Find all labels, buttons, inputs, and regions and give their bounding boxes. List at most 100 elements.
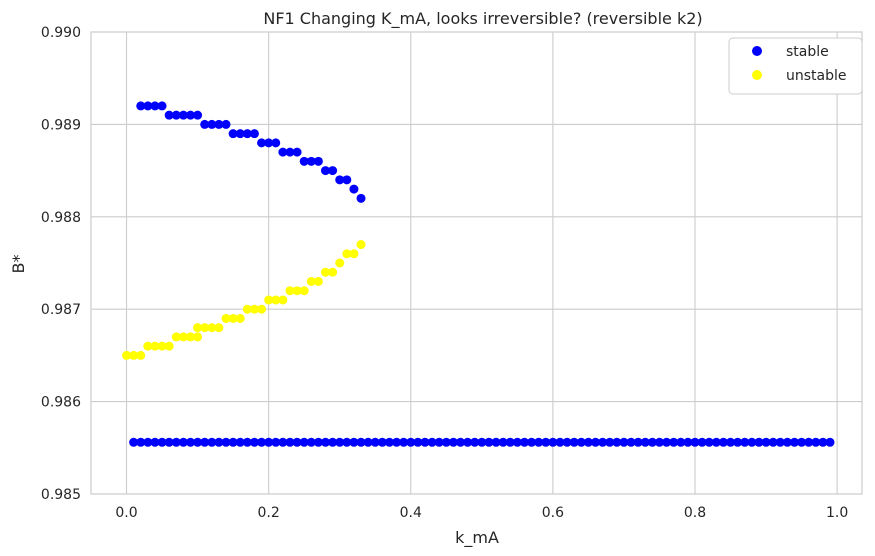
stable-point — [320, 437, 330, 447]
y-axis-label: B* — [9, 255, 28, 274]
unstable-point — [136, 350, 146, 360]
unstable-point — [242, 304, 252, 314]
unstable-point — [129, 350, 139, 360]
tick-labels: 0.0 0.2 0.4 0.6 0.8 1.0 0.985 0.986 0.987 0.988 0.… — [41, 25, 848, 521]
unstable-point — [299, 286, 309, 296]
unstable-point — [249, 304, 259, 314]
stable-point — [662, 437, 672, 447]
stable-point — [157, 437, 167, 447]
stable-point — [598, 437, 608, 447]
stable-point — [562, 437, 572, 447]
stable-point — [292, 437, 302, 447]
stable-point — [704, 437, 714, 447]
legend-label-stable: stable — [786, 44, 829, 60]
stable-point — [804, 437, 814, 447]
stable-point — [768, 437, 778, 447]
stable-point — [228, 129, 238, 139]
stable-point — [242, 437, 252, 447]
stable-point — [569, 437, 579, 447]
stable-point — [669, 437, 679, 447]
stable-point — [612, 437, 622, 447]
legend-marker-stable — [752, 46, 762, 56]
stable-point — [278, 147, 288, 157]
stable-point — [200, 119, 210, 129]
stable-point — [356, 193, 366, 203]
stable-point — [278, 437, 288, 447]
series-stable — [129, 101, 835, 447]
stable-point — [136, 101, 146, 111]
stable-point — [456, 437, 466, 447]
stable-point — [136, 437, 146, 447]
stable-point — [377, 437, 387, 447]
x-tick-label: 1.0 — [826, 505, 848, 521]
stable-point — [249, 129, 259, 139]
stable-point — [235, 129, 245, 139]
y-tick-label: 0.988 — [41, 210, 81, 226]
stable-point — [178, 437, 188, 447]
stable-point — [171, 110, 181, 120]
stable-point — [242, 129, 252, 139]
unstable-point — [264, 295, 274, 305]
stable-point — [349, 184, 359, 194]
stable-point — [164, 437, 174, 447]
unstable-point — [157, 341, 167, 351]
stable-point — [811, 437, 821, 447]
stable-point — [441, 437, 451, 447]
unstable-point — [271, 295, 281, 305]
stable-point — [271, 138, 281, 148]
stable-point — [370, 437, 380, 447]
stable-point — [292, 147, 302, 157]
stable-point — [335, 175, 345, 185]
y-tick-label: 0.987 — [41, 302, 81, 318]
stable-point — [491, 437, 501, 447]
unstable-point — [214, 323, 224, 333]
stable-point — [754, 437, 764, 447]
stable-point — [214, 119, 224, 129]
unstable-point — [257, 304, 267, 314]
stable-point — [306, 156, 316, 166]
stable-point — [448, 437, 458, 447]
stable-point — [434, 437, 444, 447]
stable-point — [555, 437, 565, 447]
stable-point — [420, 437, 430, 447]
stable-point — [185, 110, 195, 120]
stable-point — [825, 437, 835, 447]
x-tick-label: 0.0 — [115, 505, 137, 521]
stable-point — [477, 437, 487, 447]
legend-marker-unstable — [752, 70, 762, 80]
stable-point — [626, 437, 636, 447]
series-unstable — [122, 240, 366, 360]
stable-point — [356, 437, 366, 447]
stable-point — [406, 437, 416, 447]
stable-point — [591, 437, 601, 447]
stable-point — [228, 437, 238, 447]
unstable-point — [171, 332, 181, 342]
stable-point — [548, 437, 558, 447]
unstable-point — [292, 286, 302, 296]
unstable-point — [349, 249, 359, 259]
stable-point — [583, 437, 593, 447]
stable-point — [470, 437, 480, 447]
chart-title: NF1 Changing K_mA, looks irreversible? (… — [263, 9, 702, 29]
stable-point — [718, 437, 728, 447]
stable-point — [221, 437, 231, 447]
stable-point — [761, 437, 771, 447]
unstable-point — [185, 332, 195, 342]
stable-point — [207, 119, 217, 129]
stable-point — [527, 437, 537, 447]
stable-point — [200, 437, 210, 447]
stable-point — [299, 437, 309, 447]
stable-point — [271, 437, 281, 447]
unstable-point — [221, 313, 231, 323]
stable-point — [384, 437, 394, 447]
stable-point — [392, 437, 402, 447]
stable-point — [257, 437, 267, 447]
stable-point — [264, 437, 274, 447]
unstable-point — [200, 323, 210, 333]
stable-point — [214, 437, 224, 447]
stable-point — [484, 437, 494, 447]
stable-point — [733, 437, 743, 447]
stable-point — [541, 437, 551, 447]
stable-point — [463, 437, 473, 447]
